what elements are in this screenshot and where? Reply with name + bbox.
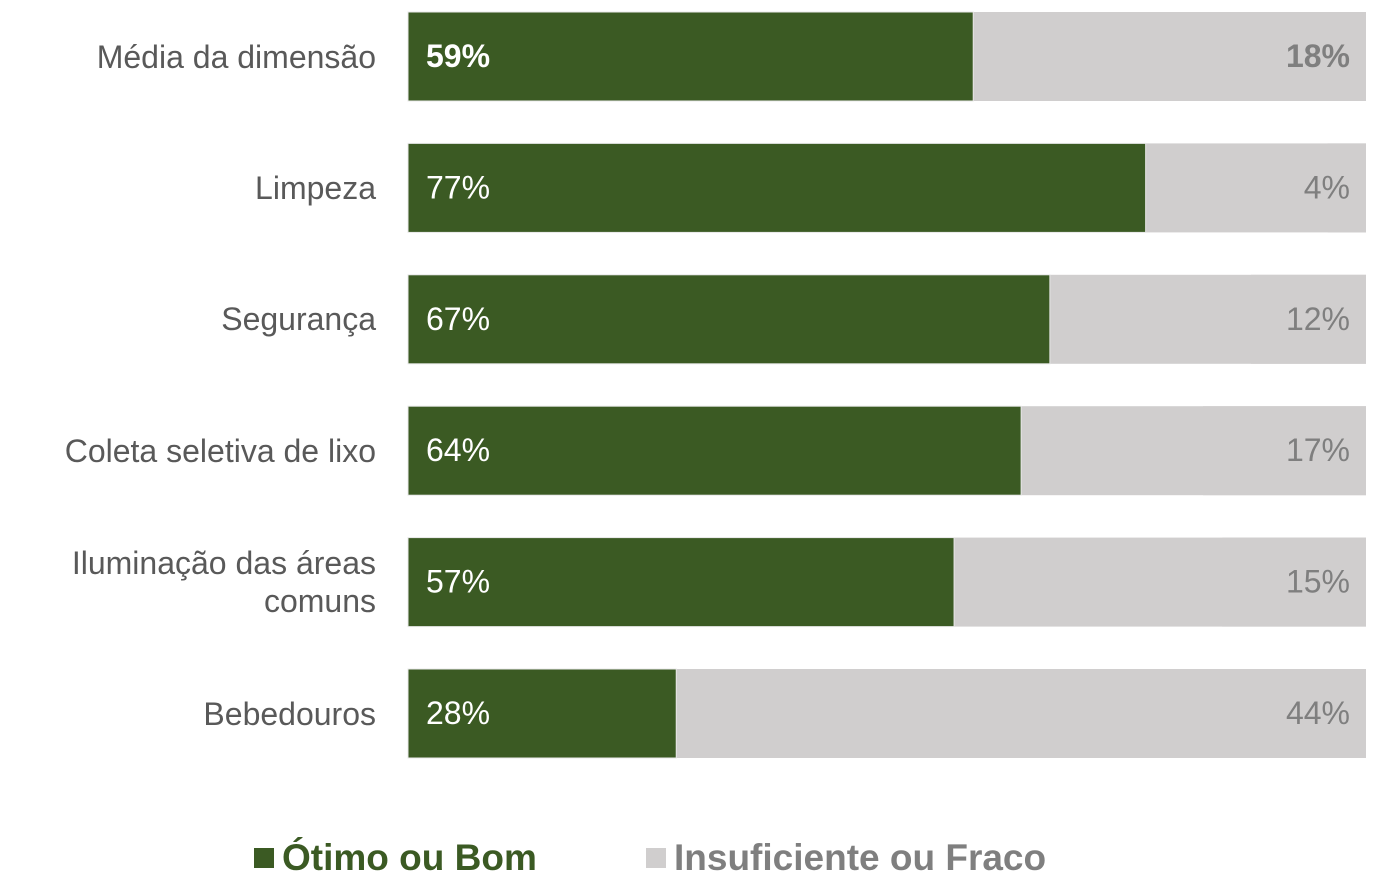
value-label: 4%: [1304, 169, 1350, 205]
legend-label: Ótimo ou Bom: [282, 836, 537, 875]
value-label: 28%: [426, 695, 490, 731]
bar-segment: [407, 142, 1147, 233]
category-label: Limpeza: [255, 169, 376, 206]
category-label: Iluminação das áreas comuns: [71, 545, 376, 620]
category-label: Coleta seletiva de lixo: [64, 432, 376, 469]
bar-segment: [1327, 143, 1366, 233]
value-label: 64%: [426, 432, 490, 468]
value-label: 17%: [1286, 432, 1350, 468]
legend-swatch: [646, 848, 666, 868]
bar-segment: [1222, 537, 1366, 627]
value-label: 44%: [1286, 695, 1350, 731]
category-label: Segurança: [221, 301, 376, 338]
bar-segment: [407, 274, 1051, 365]
bar-segment: [407, 668, 677, 759]
value-label: 12%: [1286, 301, 1350, 337]
value-label: 77%: [426, 169, 490, 205]
bar-segment: [407, 537, 955, 628]
bar-segment: [944, 669, 1366, 758]
bar-segment: [1193, 12, 1366, 101]
value-label: 57%: [426, 564, 490, 600]
bar-segment: [1251, 274, 1366, 364]
value-label: 67%: [426, 301, 490, 337]
bar-segment: [1203, 406, 1366, 496]
legend-swatch: [254, 848, 274, 868]
category-label: Média da dimensão: [96, 38, 376, 75]
category-label: Bebedouros: [203, 695, 376, 732]
legend-label: Insuficiente ou Fraco: [674, 837, 1046, 875]
value-label: 59%: [426, 38, 490, 74]
bar-segment: [407, 11, 974, 102]
bar-segment: [407, 405, 1022, 496]
value-label: 18%: [1286, 38, 1350, 74]
value-label: 15%: [1286, 564, 1350, 600]
